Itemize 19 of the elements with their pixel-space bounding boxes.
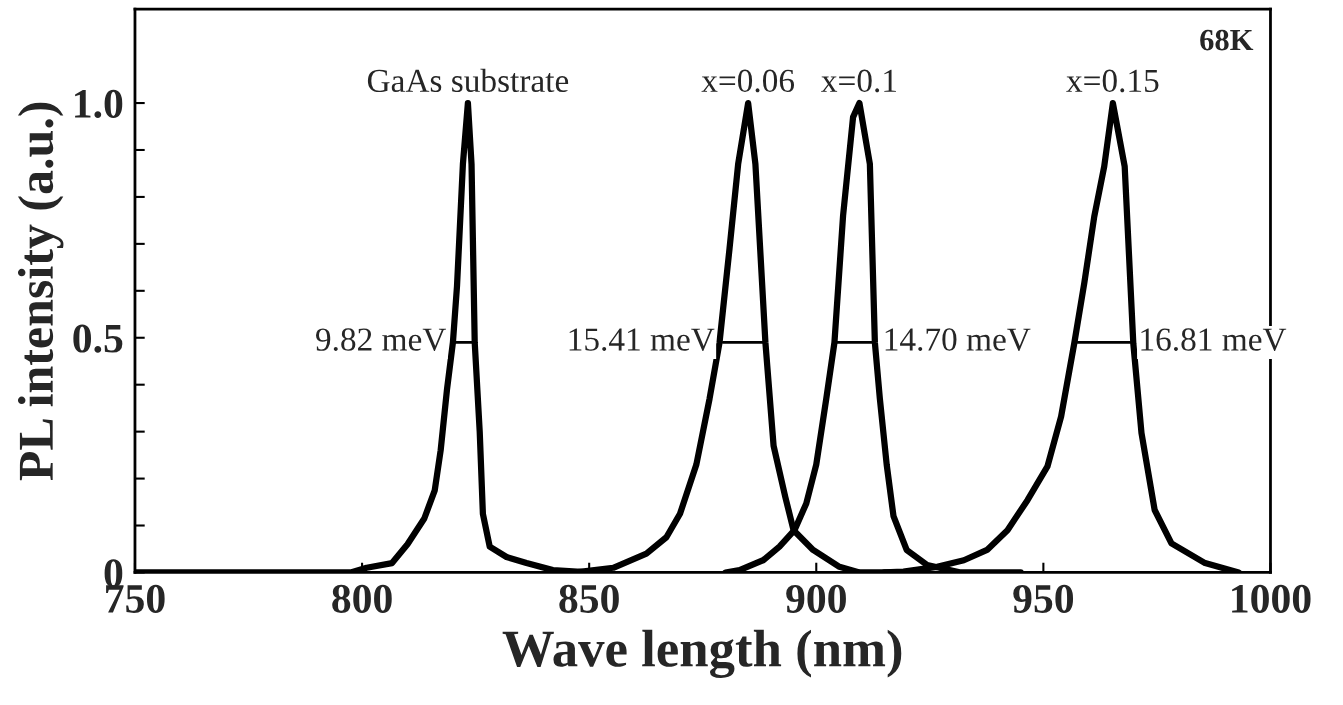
annotation: 16.81 meV: [1141, 328, 1287, 351]
annotation: 68K: [1200, 29, 1254, 51]
annotation: 14.70 meV: [885, 328, 1031, 351]
x-tick-label: 950: [1013, 584, 1074, 613]
series-label: x=0.15: [1066, 69, 1159, 93]
annotation: 15.41 meV: [569, 328, 715, 351]
x-tick-label: 900: [786, 584, 846, 613]
x-tick-label: 800: [332, 584, 392, 613]
x-tick-label: 750: [106, 584, 165, 613]
x-tick-label: 850: [559, 584, 619, 613]
x-tick-label: 1000: [1232, 584, 1311, 613]
x-axis-title: Wave length (nm): [502, 629, 902, 678]
series-label: x=0.1: [821, 69, 896, 93]
series-label: x=0.06: [701, 69, 795, 93]
y-tick-label: 0.5: [73, 324, 123, 353]
y-axis-title: PL intensity (a.u.): [17, 102, 64, 481]
annotation: 9.82 meV: [316, 328, 447, 351]
y-tick-label: 1.0: [75, 89, 123, 119]
series-label: GaAs substrate: [367, 68, 569, 93]
